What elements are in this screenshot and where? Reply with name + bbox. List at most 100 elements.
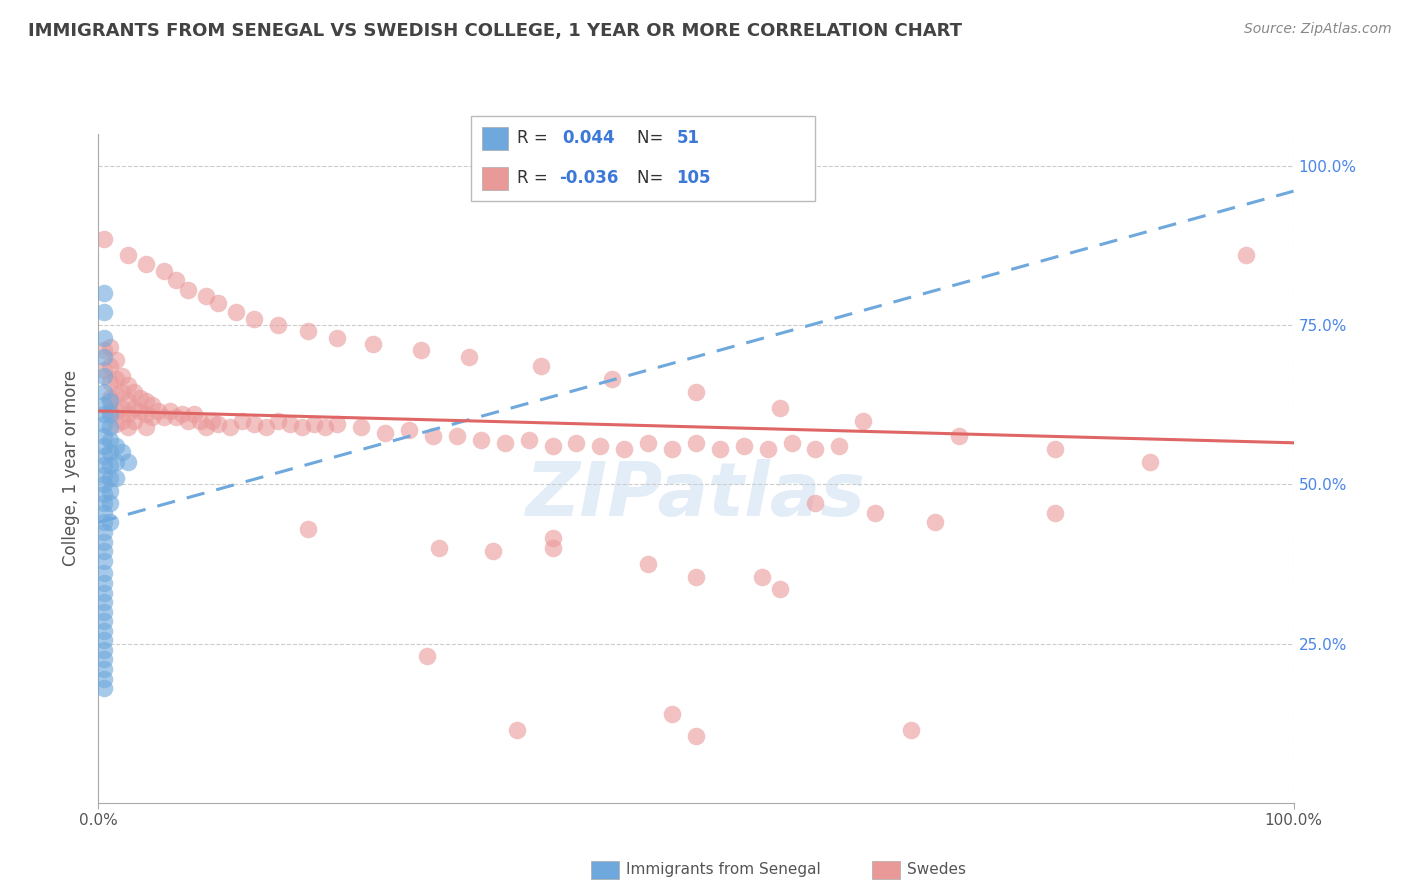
Point [541,532,564,546]
Point [93,652,115,666]
Point [93,384,115,399]
Point [494,435,516,450]
Point [98,340,122,354]
Point [93,467,115,482]
Point [243,417,266,431]
Point [768,582,790,597]
Point [458,350,481,364]
Point [165,273,187,287]
Point [302,417,325,431]
Point [111,368,134,383]
Point [93,429,115,443]
Point [93,232,115,246]
Point [129,404,152,418]
Point [117,394,139,409]
Point [93,605,115,619]
Point [411,343,433,358]
Point [243,311,266,326]
Point [129,391,152,405]
Point [93,633,115,648]
Point [153,410,176,425]
Point [124,413,146,427]
Y-axis label: College, 1 year or more: College, 1 year or more [62,370,80,566]
Text: Swedes: Swedes [907,863,966,877]
Point [98,483,122,498]
Point [105,353,128,368]
Point [756,442,779,457]
Point [93,534,115,549]
Point [924,516,946,530]
Point [427,541,450,555]
Point [481,544,505,558]
Point [93,487,115,501]
Point [780,435,803,450]
Point [267,413,290,427]
Point [506,723,529,737]
Point [105,372,128,386]
Point [124,384,146,399]
Point [93,681,115,695]
Point [93,585,115,599]
Point [267,318,290,332]
Point [93,439,115,453]
Point [1234,248,1257,262]
Point [733,439,755,453]
Point [1043,442,1066,457]
Point [93,458,115,472]
Point [900,723,922,737]
Point [117,420,139,434]
Point [98,433,122,447]
Point [565,435,588,450]
Point [207,295,229,310]
Point [541,541,564,555]
Text: ZIPatlas: ZIPatlas [526,458,866,532]
Text: 105: 105 [676,169,711,187]
Point [254,420,277,434]
Point [93,643,115,657]
Point [93,672,115,686]
Point [165,410,187,425]
Point [105,455,128,469]
Point [177,283,200,297]
Point [93,524,115,539]
Point [613,442,636,457]
Point [93,576,115,591]
Point [98,496,122,510]
Point [768,401,790,415]
Point [148,404,170,418]
Point [1043,506,1066,520]
Point [326,331,349,345]
Point [602,372,624,386]
Point [98,391,122,405]
Point [278,417,301,431]
Point [751,569,773,583]
Point [93,417,115,431]
Point [93,305,115,319]
Point [948,429,970,443]
Point [98,404,122,418]
Point [661,442,683,457]
Point [219,420,242,434]
Point [470,433,492,447]
Point [685,384,707,399]
Point [98,407,122,421]
Point [135,420,157,434]
Point [541,439,564,453]
Point [416,649,439,664]
Point [93,449,115,463]
Point [93,662,115,676]
Point [661,706,683,721]
Text: -0.036: -0.036 [560,169,619,187]
Point [141,398,163,412]
Text: R =: R = [517,169,554,187]
Point [135,394,157,409]
Point [111,384,134,399]
Point [188,413,211,427]
Point [297,522,319,536]
Point [589,439,612,453]
Point [517,433,540,447]
Point [709,442,731,457]
Point [93,554,115,568]
Point [93,350,115,364]
Point [93,343,115,358]
